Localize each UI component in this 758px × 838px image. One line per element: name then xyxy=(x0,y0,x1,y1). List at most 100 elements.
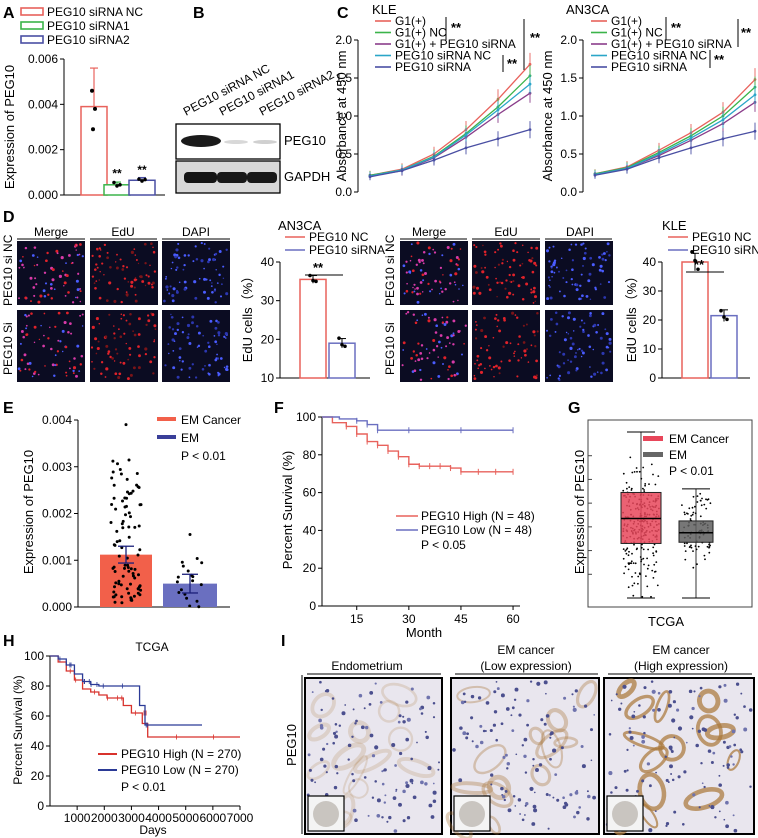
ihc-gland xyxy=(653,690,671,724)
d-an3ca-bar xyxy=(328,342,356,379)
d-right-tile-nc-dapi-nucleus xyxy=(570,277,573,281)
panel-c-an3ca-point xyxy=(721,137,725,141)
d-an3ca-point xyxy=(311,278,315,283)
d-right-tile-nc-merge-nucleus xyxy=(419,269,423,272)
d-left-tile-si-edu-nucleus xyxy=(118,372,122,376)
d-left-tile-nc-merge-nucleus xyxy=(35,283,38,286)
panel-g-point xyxy=(634,562,637,565)
d-right-tile-si-merge-nucleus xyxy=(426,357,429,360)
panel-g-point xyxy=(631,552,633,555)
panel-a-point xyxy=(115,184,119,188)
d-right-tile-nc-edu-nucleus xyxy=(480,267,483,269)
ihc-nucleus xyxy=(513,698,517,702)
ihc-nucleus xyxy=(392,796,397,800)
ihc-nucleus xyxy=(490,773,494,777)
d-kle-sig: ** xyxy=(694,257,705,272)
panel-e-point xyxy=(124,513,127,517)
ihc-nucleus xyxy=(643,686,647,690)
panel-c-an3ca-point xyxy=(753,93,757,97)
d-right-tile-si-dapi-nucleus xyxy=(578,347,581,350)
d-right-tile-nc-merge-nucleus xyxy=(419,281,423,284)
d-left-tile-si-dapi-nucleus xyxy=(181,331,185,334)
ihc-nucleus xyxy=(641,779,645,783)
d-right-tile-nc-edu-nucleus xyxy=(530,288,533,291)
panel-g-point xyxy=(690,546,693,549)
ihc-nucleus xyxy=(668,689,673,694)
panel-g-legend-swatch-em xyxy=(643,452,663,457)
panel-g-point xyxy=(634,572,637,574)
d-left-tile-si-merge-nucleus xyxy=(40,324,42,327)
panel-f-legend-high: PEG10 High (N = 48) xyxy=(421,509,535,523)
ihc-nucleus xyxy=(723,698,728,703)
d-right-tile-si-edu-nucleus xyxy=(480,347,483,350)
d-right-tile-si-edu-nucleus xyxy=(474,362,476,365)
panel-g-point xyxy=(653,543,656,546)
d-right-tile-si-dapi-nucleus xyxy=(588,345,592,349)
panel-e-point xyxy=(188,604,192,608)
ihc-nucleus xyxy=(462,692,466,696)
panel-c-an3ca-tick-label: 0.0 xyxy=(560,185,577,199)
d-right-tile-nc-dapi-nucleus xyxy=(553,259,557,262)
d-right-tile-si-dapi-nucleus xyxy=(601,351,605,355)
panel-g-point xyxy=(692,495,695,498)
d-right-tile-nc-dapi-nucleus xyxy=(588,272,592,276)
d-left-tile-nc-dapi-nucleus xyxy=(166,289,169,291)
ihc-nucleus xyxy=(673,810,677,814)
d-left-tile-nc-dapi-nucleus xyxy=(171,294,175,298)
ihc-gland xyxy=(353,748,392,774)
d-right-tile-nc-merge-nucleus xyxy=(415,263,418,266)
d-left-tile-si-merge-nucleus xyxy=(67,330,70,334)
ihc-nucleus xyxy=(514,805,517,807)
ihc-nucleus xyxy=(571,693,574,696)
ihc-nucleus xyxy=(733,743,737,747)
ihc-nucleus xyxy=(416,741,418,744)
panel-e-point xyxy=(117,582,121,586)
d-left-tile-nc-dapi-nucleus xyxy=(207,260,210,264)
ihc-nucleus xyxy=(646,762,651,766)
ihc-nucleus xyxy=(560,746,564,750)
ihc-nucleus xyxy=(562,796,565,799)
panel-e-legend-swatch-cancer xyxy=(157,417,176,421)
ihc-nucleus xyxy=(332,731,337,735)
d-right-tile-si-merge-nucleus xyxy=(445,345,448,348)
d-right-tile-nc-merge-nucleus xyxy=(408,270,412,274)
panel-c-an3ca-point xyxy=(753,129,757,133)
ihc-nucleus xyxy=(381,782,385,786)
panel-g-point xyxy=(697,545,700,548)
d-left-tile-si-edu-nucleus xyxy=(153,339,156,341)
d-right-tile-nc-dapi-nucleus xyxy=(601,253,604,256)
d-right-tile-nc-dapi-nucleus xyxy=(565,281,568,284)
ihc-nucleus xyxy=(323,764,327,768)
ihc-nucleus xyxy=(710,805,715,810)
d-right-tile-si-dapi-nucleus xyxy=(593,323,597,327)
panel-c-kle-tick-label: 0.5 xyxy=(335,147,352,161)
d-left-tile-si-dapi-nucleus xyxy=(191,321,194,325)
d-kle-legend-label: PEG10 siRNA xyxy=(692,243,758,257)
d-left-tile-si-dapi-nucleus xyxy=(225,337,227,339)
ihc-nucleus xyxy=(510,714,513,717)
d-left-tile-nc-edu-nucleus xyxy=(98,247,101,250)
d-right-tile-nc-merge-nucleus xyxy=(434,279,437,283)
d-left-tile-nc-merge-nucleus xyxy=(37,300,41,304)
d-right-tile-si-dapi-nucleus xyxy=(566,316,571,320)
panel-g-point xyxy=(657,475,660,477)
d-right-tile-nc-dapi-nucleus xyxy=(550,270,554,274)
panel-a-point xyxy=(118,183,122,187)
d-kle-point xyxy=(696,267,700,272)
d-right-tile-si-edu-nucleus xyxy=(517,343,520,346)
ihc-nucleus xyxy=(636,789,639,793)
panel-e-point xyxy=(135,483,139,487)
panel-e-point xyxy=(127,591,131,595)
panel-g-point xyxy=(645,575,647,577)
d-right-header-merge: Merge xyxy=(412,225,446,239)
panel-e-point xyxy=(135,472,139,475)
d-left-tile-si-edu-nucleus xyxy=(93,367,96,370)
panel-g-point xyxy=(633,543,635,546)
panel-a-legend-label: PEG10 siRNA1 xyxy=(47,19,130,33)
ihc-nucleus xyxy=(517,798,522,802)
d-left-tile-si-edu-nucleus xyxy=(137,366,141,370)
d-right-tile-nc-merge-nucleus xyxy=(444,287,447,291)
d-left-tile-si-edu-nucleus xyxy=(91,360,93,363)
panel-c-title-an3ca: AN3CA xyxy=(566,2,610,17)
